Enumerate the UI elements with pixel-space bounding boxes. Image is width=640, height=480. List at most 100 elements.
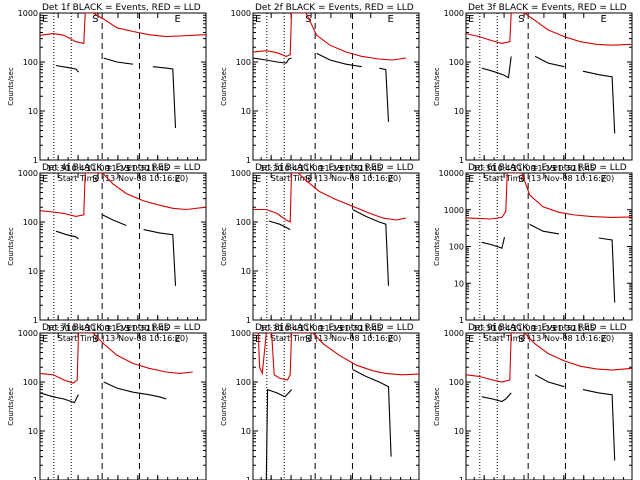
x-tick-label: 10:45: [67, 164, 90, 173]
x-tick-label: 11:00: [299, 164, 322, 173]
marker-letter-s: S: [518, 174, 524, 185]
series-lld-line: [466, 173, 632, 220]
x-tick-label: 11:30: [126, 164, 149, 173]
panel-det-1f: Det 1f BLACK = Events, RED = LLD 1 10 100 10…: [7, 3, 207, 183]
x-tick-label: 11:15: [106, 324, 129, 333]
marker-letter-end: E: [174, 334, 180, 345]
series-events-line: [55, 230, 79, 240]
y-tick-label: 10: [28, 107, 38, 116]
panel-det-7f: Det 7f BLACK = Events, RED = LLD 1 10 100 10…: [7, 323, 207, 480]
x-tick-label: 10:30: [473, 164, 496, 173]
y-tick-label: 10: [241, 427, 251, 436]
x-tick-label: 11:30: [552, 324, 575, 333]
y-tick-label: 10000: [439, 169, 464, 178]
y-tick-label: 1000: [18, 329, 38, 338]
series-events-line: [534, 374, 565, 388]
y-tick-label: 1000: [18, 169, 38, 178]
x-tick-label: 11:00: [512, 164, 535, 173]
y-tick-label: 100: [23, 58, 38, 67]
panel-det-3f: Det 3f BLACK = Events, RED = LLD 1 10 100 10…: [433, 3, 633, 183]
plot-frame: [39, 172, 207, 321]
y-tick-label: 1: [459, 476, 464, 480]
x-tick-label: 10:30: [47, 324, 70, 333]
marker-letter-s: S: [305, 174, 311, 185]
series-events-line: [102, 214, 127, 227]
series-events-line: [352, 369, 392, 457]
panel-title: Det 8f BLACK = Events, RED = LLD: [255, 323, 414, 333]
panel-det-5f: Det 5f BLACK = Events, RED = LLD 1 10 100 10…: [220, 163, 420, 343]
x-axis-label: Start Time (13-Nov-08 10:16:20): [58, 174, 188, 183]
y-tick-label: 1000: [231, 329, 251, 338]
plot-frame: [252, 172, 420, 321]
marker-letter-end: E: [387, 174, 393, 185]
y-tick-label: 1: [33, 476, 38, 480]
y-tick-label: 1000: [231, 169, 251, 178]
panel-title: Det 5f BLACK = Events, RED = LLD: [255, 163, 414, 173]
y-axis-label: Counts/sec: [433, 227, 441, 266]
series-events-line: [598, 237, 616, 303]
series-lld-line: [40, 333, 193, 384]
marker-letter-end: E: [600, 174, 606, 185]
panel-det-6f: Det 6f BLACK = Events, RED = LLD 1 10 100 10…: [433, 163, 633, 343]
x-tick-label: 11:00: [86, 164, 109, 173]
x-tick-label: 11:30: [339, 164, 362, 173]
x-tick-label: 10:30: [47, 164, 70, 173]
panel-det-9f: Det 9f BLACK = Events, RED = LLD 1 10 100 10…: [433, 323, 633, 480]
x-tick-label: 11:15: [532, 324, 555, 333]
y-axis-label: Counts/sec: [220, 227, 228, 266]
marker-letter-end: E: [174, 14, 180, 25]
series-events-line: [253, 57, 292, 64]
series-events-line: [268, 220, 291, 231]
series-events-line: [103, 57, 134, 65]
x-tick-label: 11:45: [572, 164, 595, 173]
y-tick-label: 10: [28, 267, 38, 276]
y-tick-label: 1000: [444, 329, 464, 338]
y-tick-label: 100: [449, 58, 464, 67]
y-tick-label: 1: [459, 156, 464, 165]
y-tick-label: 100: [449, 243, 464, 252]
x-tick-label: 11:00: [86, 324, 109, 333]
series-events-line: [481, 56, 512, 79]
series-events-line: [316, 52, 362, 68]
series-lld-line: [466, 333, 632, 383]
y-tick-label: 1: [246, 156, 251, 165]
y-axis-label: Counts/sec: [433, 387, 441, 426]
y-tick-label: 1000: [444, 206, 464, 215]
series-events-line: [352, 209, 390, 286]
y-axis-label: Counts/sec: [7, 67, 15, 106]
panel-det-4f: Det 4f BLACK = Events, RED = LLD 1 10 100 10…: [7, 163, 207, 343]
marker-letter-start: E: [42, 14, 48, 25]
marker-letter-s: S: [92, 334, 98, 345]
marker-letter-s: S: [518, 14, 524, 25]
panel-title: Det 7f BLACK = Events, RED = LLD: [42, 323, 201, 333]
series-events-line: [103, 381, 167, 400]
x-axis-label: Start Time (13-Nov-08 10:16:20): [58, 334, 188, 343]
marker-letter-s: S: [92, 14, 98, 25]
marker-letter-start: E: [42, 334, 48, 345]
marker-letter-start: E: [42, 174, 48, 185]
x-tick-label: 11:30: [126, 324, 149, 333]
x-tick-label: 11:30: [552, 164, 575, 173]
marker-letter-end: E: [387, 334, 393, 345]
x-axis-label: Start Time (13-Nov-08 10:16:20): [271, 174, 401, 183]
series-lld-line: [466, 13, 632, 46]
series-events-line: [534, 55, 565, 68]
plot-frame: [465, 172, 633, 321]
series-lld-line: [253, 13, 406, 61]
y-tick-label: 1000: [444, 9, 464, 18]
y-tick-label: 100: [236, 218, 251, 227]
marker-letter-end: E: [387, 14, 393, 25]
y-tick-label: 1: [33, 156, 38, 165]
y-tick-label: 100: [236, 58, 251, 67]
series-events-line: [582, 389, 616, 461]
y-axis-label: Counts/sec: [220, 67, 228, 106]
marker-letter-start: E: [468, 174, 474, 185]
y-axis-label: Counts/sec: [433, 67, 441, 106]
x-tick-label: 11:00: [512, 324, 535, 333]
x-tick-label: 10:45: [280, 324, 303, 333]
panel-title: Det 3f BLACK = Events, RED = LLD: [468, 3, 627, 13]
x-tick-label: 10:45: [493, 324, 516, 333]
marker-letter-start: E: [468, 334, 474, 345]
series-events-line: [152, 66, 177, 129]
